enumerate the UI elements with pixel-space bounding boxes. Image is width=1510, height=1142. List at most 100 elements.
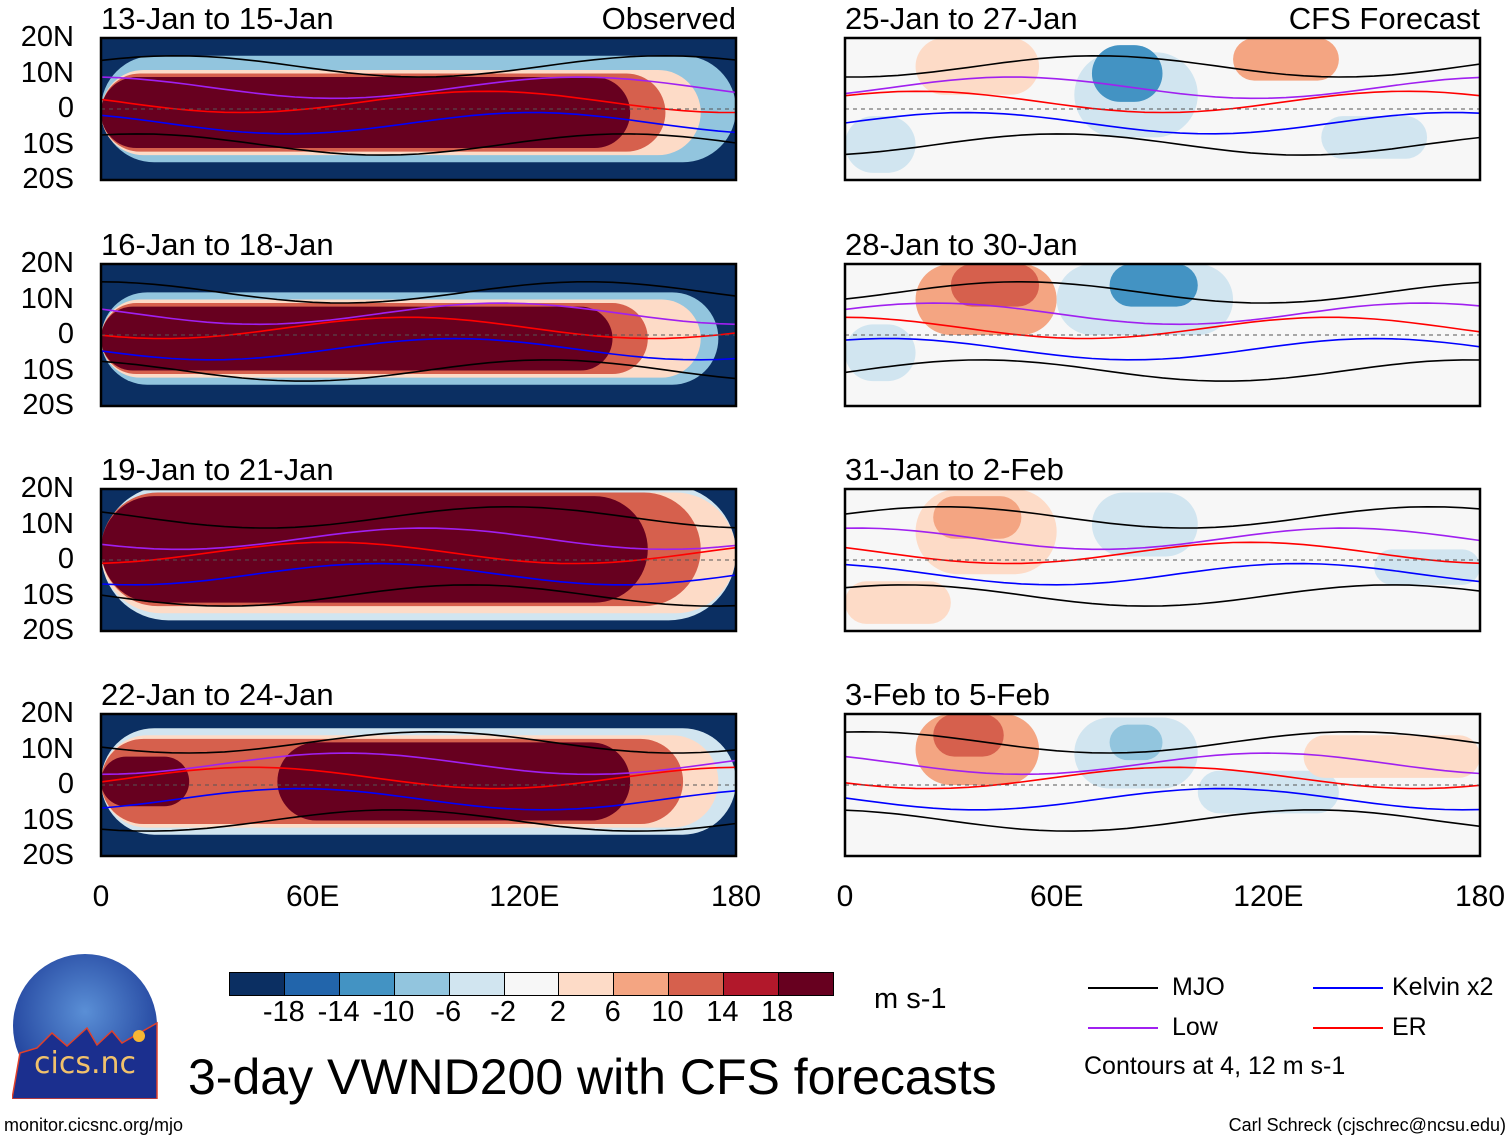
cics-logo: cics.nc <box>11 953 158 1100</box>
lon-tick-label: 60E <box>1029 880 1084 913</box>
field-shading <box>1303 735 1480 778</box>
wave-contour <box>101 316 736 340</box>
colorbar-tick-label: -2 <box>490 996 516 1028</box>
lat-tick-label: 0 <box>57 768 74 800</box>
wave-contour <box>845 809 1480 832</box>
wave-contour <box>101 766 736 790</box>
colorbar-tick-label: 10 <box>651 996 684 1028</box>
wave-contour <box>101 133 736 156</box>
panel-title: 28-Jan to 30-Jan <box>845 227 1078 262</box>
wave-contour <box>845 527 1480 551</box>
colorbar-swatch <box>393 973 449 995</box>
wave-contour <box>101 281 736 304</box>
lat-tick-label: 0 <box>57 92 74 124</box>
map-panel-observed <box>99 36 738 182</box>
legend-label-kelvin: Kelvin x2 <box>1392 973 1494 1001</box>
colorbar-tick-label: 14 <box>706 996 739 1028</box>
lat-tick-label: 10N <box>20 507 74 540</box>
wave-contour <box>845 133 1480 156</box>
wave-contour <box>845 766 1480 790</box>
forecast-label: CFS Forecast <box>1288 1 1480 36</box>
map-panel-observed <box>99 262 738 408</box>
map-panel-observed <box>99 712 738 858</box>
colorbar-tick-label: -18 <box>262 996 305 1028</box>
colorbar-tick-label: 18 <box>761 996 794 1028</box>
field-shading <box>1091 492 1198 557</box>
wave-contour <box>845 302 1480 326</box>
wave-contour <box>101 541 736 565</box>
wave-contour <box>101 730 736 754</box>
wave-contour <box>101 76 736 100</box>
wave-contour <box>845 752 1480 776</box>
panel-frame <box>99 712 738 858</box>
wave-contour <box>845 337 1480 361</box>
legend-line-kelvin <box>1313 987 1383 989</box>
lon-tick-label: 180 <box>710 880 762 913</box>
lat-tick-label: 10N <box>20 732 74 765</box>
lat-tick-label: 10N <box>20 56 74 89</box>
panel-frame <box>843 712 1482 858</box>
colorbar-unit: m s-1 <box>874 983 947 1015</box>
panel-frame <box>99 487 738 633</box>
legend-line-low <box>1088 1027 1158 1029</box>
wave-contour <box>845 316 1480 340</box>
wave-contour <box>101 809 736 832</box>
wave-contour <box>845 541 1480 565</box>
colorbar-swatch <box>338 973 394 995</box>
wave-contour <box>101 527 736 551</box>
observed-label: Observed <box>601 1 736 36</box>
panel-title: 16-Jan to 18-Jan <box>101 227 334 262</box>
footer-url: monitor.cicsnc.org/mjo <box>4 1115 184 1135</box>
logo-text: cics.nc <box>34 1046 136 1081</box>
lat-tick-label: 0 <box>57 318 74 350</box>
colorbar-tick-label: 6 <box>604 996 621 1028</box>
wave-contour <box>101 505 736 529</box>
lat-tick-label: 20N <box>20 472 74 504</box>
wave-contour <box>101 359 736 382</box>
wave-contour <box>845 111 1480 135</box>
wave-contour <box>101 752 736 776</box>
lat-tick-label: 10S <box>22 578 74 611</box>
field-shading <box>845 116 916 173</box>
field-shading <box>950 264 1040 307</box>
map-panel-observed <box>99 487 738 633</box>
field-shading <box>933 714 1004 757</box>
lat-tick-label: 20S <box>22 163 74 195</box>
field-shading <box>101 756 190 807</box>
legend-label-mjo: MJO <box>1172 973 1225 1001</box>
lon-tick-label: 120E <box>489 880 560 913</box>
lon-tick-label: 60E <box>285 880 340 913</box>
field-shading <box>845 324 916 382</box>
lat-tick-label: 20S <box>22 614 74 646</box>
field-shading <box>1091 45 1163 102</box>
wave-contour <box>845 562 1480 586</box>
wave-contour <box>845 730 1480 754</box>
field-shading <box>1109 264 1198 307</box>
panel-title: 3-Feb to 5-Feb <box>845 677 1051 712</box>
panel-frame <box>843 487 1482 633</box>
wave-contour <box>101 337 736 361</box>
colorbar-swatch <box>283 973 339 995</box>
field-shading <box>1109 724 1163 761</box>
colorbar-swatch <box>230 973 284 995</box>
lat-tick-label: 10S <box>22 127 74 160</box>
lon-tick-label: 180 <box>1454 880 1506 913</box>
lat-tick-label: 20N <box>20 247 74 279</box>
lat-tick-label: 10S <box>22 353 74 386</box>
panel-frame <box>843 36 1482 182</box>
lat-tick-label: 10S <box>22 803 74 836</box>
map-panel-forecast <box>843 487 1482 633</box>
footer-credit: Carl Schreck (cjschrec@ncsu.edu) <box>1228 1115 1506 1135</box>
wave-contour <box>845 584 1480 607</box>
wave-contour <box>101 302 736 326</box>
wave-contour <box>101 111 736 135</box>
panel-frame <box>99 262 738 408</box>
map-panel-forecast <box>843 712 1482 858</box>
colorbar-swatch <box>558 973 614 995</box>
colorbar-tick-label: -14 <box>317 996 360 1028</box>
field-shading <box>277 742 631 821</box>
panel-title: 25-Jan to 27-Jan <box>845 1 1078 36</box>
contour-note: Contours at 4, 12 m s-1 <box>1084 1052 1346 1080</box>
field-shading <box>1374 549 1480 585</box>
